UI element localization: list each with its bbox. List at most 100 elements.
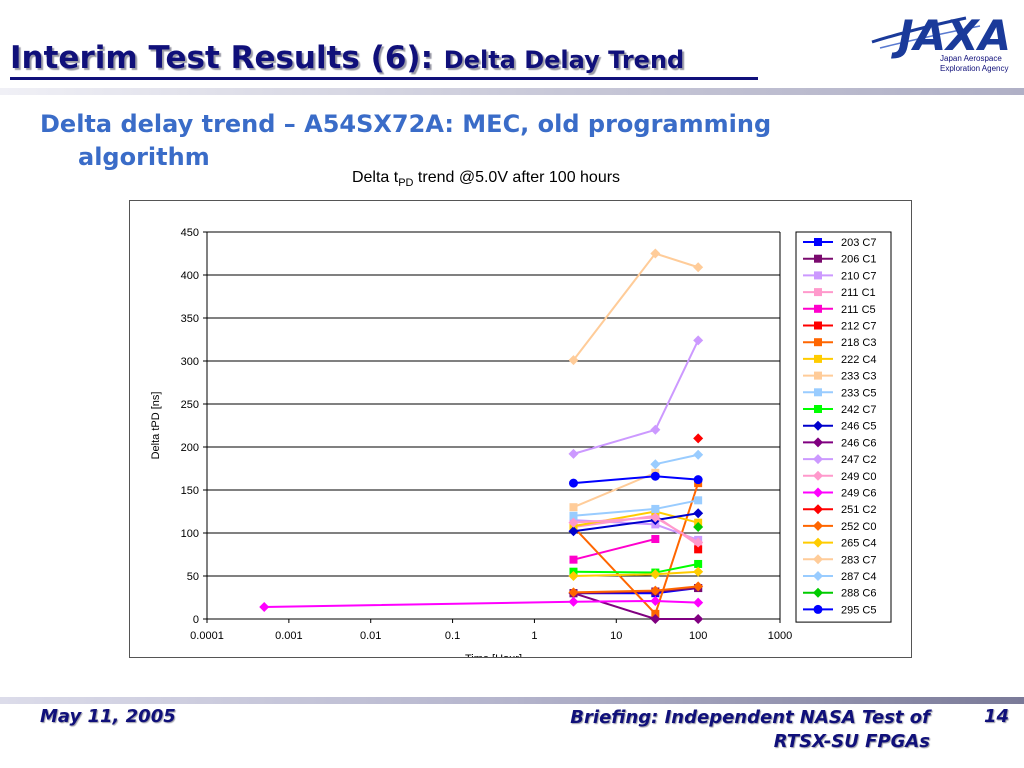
legend-marker [813,437,823,448]
data-point [569,555,578,564]
y-tick-label: 300 [181,356,199,368]
legend-box [795,231,892,623]
legend-marker [813,571,823,581]
legend-item: 203 C7 [803,237,876,249]
legend-marker [814,271,822,280]
series-line [573,562,699,574]
x-tick-label: 10 [610,630,622,642]
footer-band [0,697,1024,704]
y-tick-label: 450 [181,227,199,239]
chart-title: Delta tPD trend @5.0V after 100 hours [0,169,972,189]
legend-item: 233 C5 [803,387,876,399]
legend-label: 288 C6 [841,588,876,600]
footer-briefing: Briefing: Independent NASA Test of RTSX-… [570,707,930,752]
series-line [572,482,700,616]
x-tick-label: 0.01 [360,630,381,642]
series-288-c6 [693,521,704,532]
legend-item: 218 C3 [803,337,876,349]
legend-item: 211 C5 [803,304,876,316]
data-point [650,614,661,624]
data-point [568,517,579,528]
legend-item: 242 C7 [803,404,876,416]
x-tick-label: 0.0001 [190,630,224,642]
legend-item: 212 C7 [803,321,876,333]
data-point [693,614,704,624]
legend-label: 222 C4 [841,354,876,366]
bullet-line-2: algorithm [78,143,210,171]
data-point [568,526,579,537]
legend-item: 288 C6 [803,587,876,600]
legend-label: 233 C5 [841,387,876,399]
data-point [694,496,703,505]
y-tick-label: 200 [181,442,199,454]
legend-marker [814,321,822,330]
series-line [573,339,700,455]
series-line [264,599,699,608]
legend-label: 210 C7 [841,270,876,282]
legend-label: 265 C4 [841,538,876,550]
title-underline [10,77,758,80]
chart-title-prefix: Delta t [351,169,399,186]
legend-label: 249 C6 [841,488,876,500]
jaxa-logo-mark: JAXA [871,11,1011,60]
footer-page-number: 14 [984,706,1010,727]
series-247-c2 [568,335,704,459]
x-tick-label: 0.001 [275,630,303,642]
legend-marker [813,604,823,614]
legend-item: 251 C2 [803,504,876,516]
data-point [569,511,578,520]
legend-label: 249 C0 [841,471,876,483]
y-tick-label: 350 [181,313,199,325]
legend-label: 283 C7 [841,554,876,566]
y-tick-label: 250 [181,399,199,411]
legend-label: 246 C6 [841,437,876,449]
data-point [693,335,704,346]
legend-item: 265 C4 [803,537,876,550]
legend-label: 252 C0 [841,521,876,533]
series-265-c4 [568,566,704,581]
data-point [650,512,661,523]
x-tick-label: 0.1 [445,630,460,642]
data-point [568,448,579,459]
legend-label: 242 C7 [841,404,876,416]
legend-item: 222 C4 [803,354,876,366]
legend-marker [814,238,822,246]
data-point [650,569,661,580]
data-point [693,597,704,608]
series-252-c0 [568,581,704,598]
series-249-c6 [259,595,704,612]
logo-word: JAXA [891,11,1011,60]
legend-item: 206 C1 [803,254,876,266]
logo-line2: Exploration Agency [940,64,1009,73]
legend-item: 295 C5 [803,604,876,616]
legend-label: 246 C5 [841,421,876,433]
legend-item: 211 C1 [803,287,876,299]
data-point [693,433,704,444]
page-title: Interim Test Results (6): Delta Delay Tr… [10,40,684,76]
y-tick-label: 0 [193,614,199,626]
legend-item: 246 C6 [803,437,876,449]
data-point [693,581,704,592]
legend-marker [814,304,822,313]
header-band [0,88,1024,95]
legend-marker [814,254,822,263]
jaxa-logo: JAXA Japan Aerospace Exploration Agency [870,2,1020,82]
series-211-c5 [569,535,660,564]
legend-label: 287 C4 [841,571,876,583]
data-point [651,535,660,544]
legend-marker [813,520,823,531]
legend-label: 233 C3 [841,371,876,383]
legend-item: 287 C4 [803,571,876,583]
legend-item: 283 C7 [803,554,876,566]
data-point [568,587,579,598]
legend-marker [814,288,822,297]
series-212-c7 [694,545,703,554]
legend-marker [814,338,822,347]
series-line [655,453,699,466]
data-point [650,459,661,470]
legend-marker [813,487,823,498]
data-point [693,508,704,519]
data-point [693,262,704,273]
legend-marker [814,405,822,413]
data-point [694,545,703,554]
